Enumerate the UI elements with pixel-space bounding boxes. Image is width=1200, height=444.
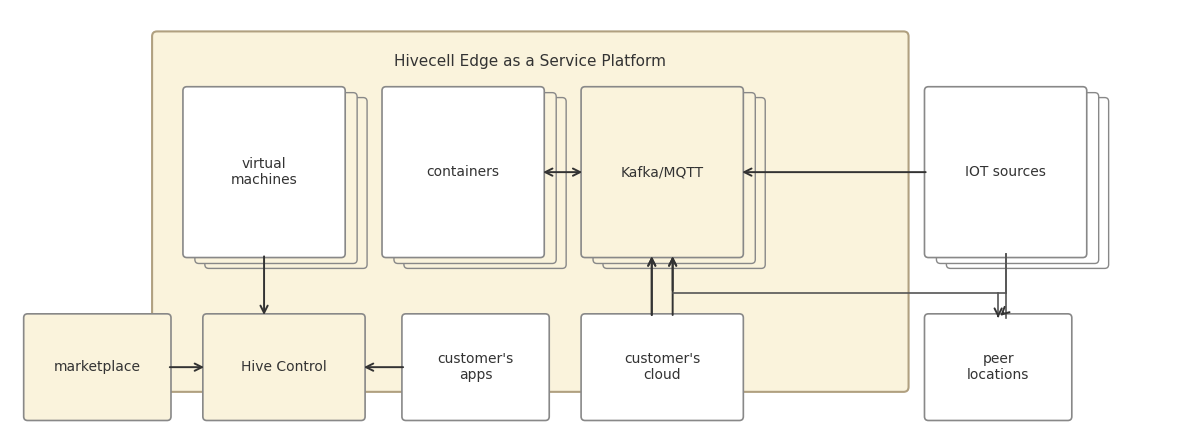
Text: Kafka/MQTT: Kafka/MQTT bbox=[620, 165, 703, 179]
FancyBboxPatch shape bbox=[194, 93, 358, 263]
FancyBboxPatch shape bbox=[581, 314, 743, 420]
FancyBboxPatch shape bbox=[402, 314, 550, 420]
Text: Hive Control: Hive Control bbox=[241, 360, 326, 374]
FancyBboxPatch shape bbox=[24, 314, 170, 420]
Text: IOT sources: IOT sources bbox=[965, 165, 1046, 179]
FancyBboxPatch shape bbox=[182, 87, 346, 258]
Text: marketplace: marketplace bbox=[54, 360, 140, 374]
Text: customer's
cloud: customer's cloud bbox=[624, 352, 701, 382]
FancyBboxPatch shape bbox=[581, 87, 743, 258]
FancyBboxPatch shape bbox=[924, 87, 1087, 258]
FancyBboxPatch shape bbox=[924, 314, 1072, 420]
FancyBboxPatch shape bbox=[382, 87, 545, 258]
FancyBboxPatch shape bbox=[936, 93, 1099, 263]
FancyBboxPatch shape bbox=[394, 93, 557, 263]
FancyBboxPatch shape bbox=[203, 314, 365, 420]
FancyBboxPatch shape bbox=[205, 98, 367, 269]
Text: virtual
machines: virtual machines bbox=[230, 157, 298, 187]
FancyBboxPatch shape bbox=[152, 32, 908, 392]
FancyBboxPatch shape bbox=[404, 98, 566, 269]
Text: peer
locations: peer locations bbox=[967, 352, 1030, 382]
Text: Hivecell Edge as a Service Platform: Hivecell Edge as a Service Platform bbox=[395, 54, 666, 68]
FancyBboxPatch shape bbox=[947, 98, 1109, 269]
Text: containers: containers bbox=[427, 165, 499, 179]
FancyBboxPatch shape bbox=[593, 93, 755, 263]
Text: customer's
apps: customer's apps bbox=[438, 352, 514, 382]
FancyBboxPatch shape bbox=[602, 98, 766, 269]
